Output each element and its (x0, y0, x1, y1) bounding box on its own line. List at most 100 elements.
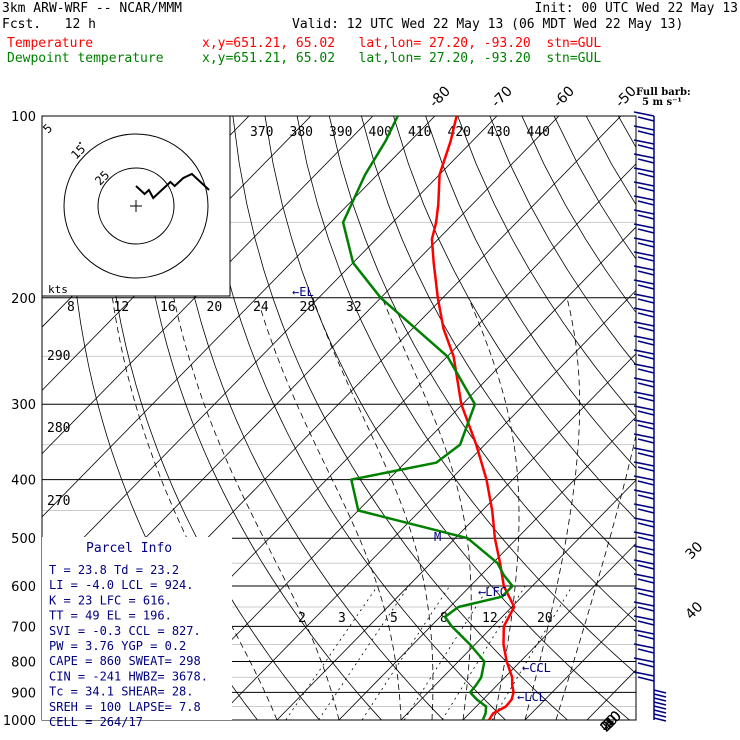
parcel-info-box (42, 537, 232, 720)
m-label: M (434, 530, 441, 544)
parcel-info-title: Parcel Info (86, 541, 172, 556)
isotherm-line (586, 669, 636, 720)
wind-barb (637, 466, 655, 472)
wind-barb (637, 144, 655, 150)
parcel-info-row: Tc = 34.1 SHEAR= 28. (49, 685, 194, 699)
wind-barb (637, 480, 655, 486)
grid-group (42, 116, 740, 720)
wind-barb (637, 452, 655, 458)
dry-adiabat-line (489, 116, 636, 366)
parcel-info-row: K = 23 LFC = 616. (49, 593, 172, 607)
dry-adiabat-line (683, 116, 740, 720)
lfc-label: ←LFC (478, 585, 507, 599)
mixing-ratio-line (361, 585, 451, 720)
pressure-label: 500 (11, 532, 36, 547)
wind-barb (653, 701, 667, 706)
wind-barb (637, 536, 655, 542)
hodograph-units: kts (48, 283, 68, 296)
wind-barb (637, 284, 655, 290)
isotherm-line (400, 479, 636, 720)
parcel-info-row: SVI = -0.3 CCL = 827. (49, 624, 201, 638)
parcel-info-row: CAPE = 860 SWEAT= 298 (49, 654, 201, 668)
wind-barb (653, 709, 667, 714)
isotherm-line (462, 542, 636, 720)
isotherm-line (276, 353, 636, 720)
mixing-ratio-label: 5 (390, 611, 398, 626)
dry-adiabat-line (361, 116, 636, 572)
wind-barb (633, 153, 655, 159)
wind-barb (637, 494, 655, 500)
mixing-ratio-label: 12 (482, 611, 498, 626)
mixing-ratio-label: 20 (537, 611, 553, 626)
parcel-info-row: CIN = -241 HWBZ= 3678. (49, 669, 208, 683)
isotherm-line (42, 116, 436, 518)
wind-barb (633, 573, 655, 579)
moist-adiabat-line (312, 297, 434, 720)
wind-barb (633, 251, 655, 257)
wind-barb (633, 447, 655, 453)
wind-barb (633, 461, 655, 467)
wind-barb (653, 705, 667, 710)
isotherm-line (524, 606, 636, 720)
wind-barb (633, 419, 655, 425)
wind-barb (633, 433, 655, 439)
wind-barb (633, 615, 655, 621)
hodograph-tick-label: 20 (207, 300, 223, 315)
wind-barb (633, 475, 655, 481)
wind-barb (637, 438, 655, 444)
wind-barb (633, 139, 655, 145)
isotherm-line (152, 226, 636, 720)
parcel-info-row: PW = 3.76 YGP = 0.2 (49, 639, 186, 653)
wind-barb (633, 195, 655, 201)
theta-label: 270 (47, 494, 70, 509)
isotherm-label: 30 (683, 539, 707, 563)
wind-barb (637, 578, 655, 584)
wind-barb (633, 587, 655, 593)
temperature-legend: Temperature (7, 36, 94, 51)
pressure-label: 600 (11, 580, 36, 595)
wind-barb (637, 130, 655, 136)
dry-adiabat-line (715, 116, 740, 720)
wind-barb (633, 265, 655, 271)
wind-barb (637, 326, 655, 332)
wind-barb (633, 167, 655, 173)
mixing-ratio-label: 2 (298, 611, 306, 626)
wind-barb (633, 545, 655, 551)
wind-barb (633, 307, 655, 313)
theta-label: 410 (408, 125, 431, 140)
dry-adiabat-line (457, 116, 636, 418)
wind-barb (633, 643, 655, 649)
hodograph-tick-label: 12 (114, 300, 130, 315)
dry-adiabat-line (296, 116, 636, 675)
wind-barb (633, 503, 655, 509)
wind-barb (637, 396, 655, 402)
theta-label: 380 (290, 125, 313, 140)
wind-barb (633, 349, 655, 355)
pressure-label: 700 (11, 620, 36, 635)
wind-barb (653, 713, 667, 718)
isotherm-line (42, 116, 498, 581)
moist-adiabat-line (112, 297, 278, 720)
wind-barb (633, 293, 655, 299)
theta-label: 390 (329, 125, 352, 140)
valid-time: Valid: 12 UTC Wed 22 May 13 (06 MDT Wed … (292, 17, 684, 32)
wind-barb (633, 657, 655, 663)
wind-barb (637, 200, 655, 206)
barb-legend: Full barb: (636, 87, 691, 98)
theta-label: 430 (487, 125, 510, 140)
dewpoint-location: x,y=651.21, 65.02 lat,lon= 27.20, -93.20… (202, 51, 602, 66)
init-time: Init: 00 UTC Wed 22 May 13 (534, 1, 739, 16)
wind-barb (633, 391, 655, 397)
wind-barb (633, 237, 655, 243)
wind-barb (633, 601, 655, 607)
dry-adiabat-line (232, 116, 568, 720)
pressure-label: 200 (11, 292, 36, 307)
wind-barb (637, 256, 655, 262)
wind-barb (637, 382, 655, 388)
mixing-ratio-label: 8 (440, 611, 448, 626)
dry-adiabat-line (425, 116, 636, 469)
hodograph-tick-label: 32 (346, 300, 362, 315)
wind-barb (637, 116, 655, 122)
mixing-ratio-label: 3 (338, 611, 346, 626)
